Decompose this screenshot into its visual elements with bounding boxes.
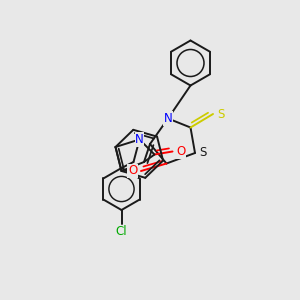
Text: Cl: Cl	[116, 225, 127, 239]
Text: S: S	[200, 146, 207, 160]
Text: S: S	[217, 107, 224, 121]
Text: N: N	[164, 112, 172, 125]
Text: N: N	[135, 133, 144, 146]
Text: O: O	[128, 164, 137, 178]
Text: O: O	[176, 145, 185, 158]
